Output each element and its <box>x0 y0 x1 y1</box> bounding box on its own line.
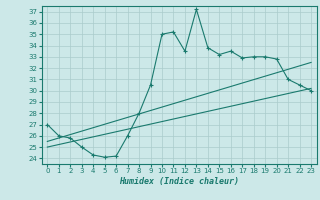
X-axis label: Humidex (Indice chaleur): Humidex (Indice chaleur) <box>119 177 239 186</box>
